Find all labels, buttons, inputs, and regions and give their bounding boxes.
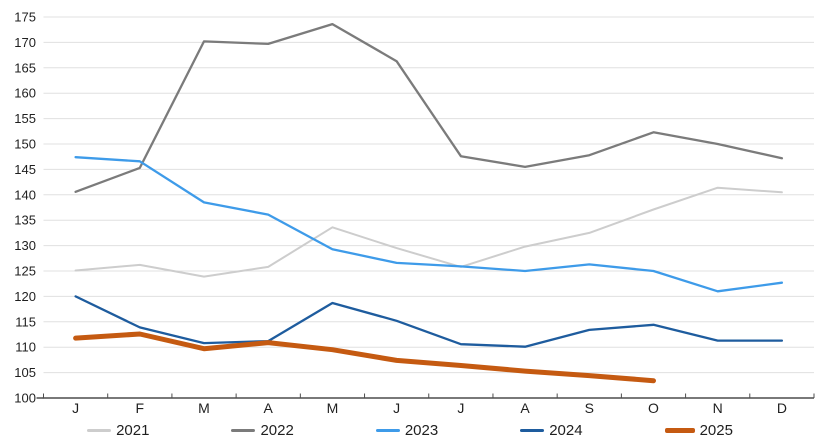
legend-label-2024: 2024 [549,422,583,439]
y-axis-tick-label: 165 [14,60,36,75]
legend-label-2023: 2023 [404,422,439,439]
y-axis-tick-label: 130 [14,238,36,253]
legend-item-2024: 2024 [520,422,583,439]
x-axis-tick-label: N [713,400,723,414]
legend-swatch-2023 [375,429,400,432]
series-line-2025 [73,331,656,384]
x-axis-tick-label: S [585,400,594,414]
y-axis-tick-label: 175 [14,10,36,25]
x-axis-tick-label: J [72,400,79,414]
y-axis-tick-label: 115 [15,314,36,329]
x-axis-tick-label: J [393,400,400,414]
y-axis-tick-label: 100 [14,391,36,406]
x-axis-tick-label: O [648,400,659,414]
x-axis-tick-label: F [136,400,145,414]
y-axis-tick-label: 120 [14,289,36,304]
legend-item-2023: 2023 [375,422,439,439]
y-axis-tick-label: 135 [14,213,36,228]
y-axis-tick-label: 150 [14,137,36,152]
series-line-2021 [74,186,783,278]
chart-canvas: 100 105 110 115 120 125 130 135 140 145 150 155 160 1… [14,10,815,416]
y-axis-tick-label: 160 [14,86,36,101]
legend-swatch-2025 [664,428,695,433]
legend-swatch-2021 [87,429,112,432]
legend-label-2022: 2022 [260,422,294,439]
x-axis-tick-label: J [457,400,464,414]
legend-label-2021: 2021 [116,422,150,439]
legend-swatch-2022 [231,429,256,432]
legend-swatch-2024 [520,429,545,432]
y-axis-tick-label: 145 [14,162,36,177]
chart-legend: 2021 2022 2023 2024 2025 [0,414,820,447]
legend-item-2021: 2021 [87,423,149,438]
x-axis-tick-label: D [777,400,787,414]
legend-label-2025: 2025 [699,422,733,439]
series-line-2023 [74,156,784,293]
y-axis-tick-label: 125 [14,264,36,279]
x-axis-tick-label: M [327,400,339,414]
x-axis-tick-label: A [264,400,274,414]
line-chart: 100 105 110 115 120 125 130 135 140 145 150 155 160 1… [14,10,815,416]
series-line-2022 [74,22,784,193]
y-axis-tick-label: 170 [14,35,36,50]
series-line-2024 [74,295,784,348]
y-axis-tick-label: 110 [15,340,36,355]
y-axis-tick-label: 105 [14,365,36,380]
x-axis-tick-label: A [520,400,530,414]
legend-item-2025: 2025 [664,422,733,439]
y-axis-tick-label: 155 [14,111,36,126]
y-axis-tick-label: 140 [14,187,36,202]
x-axis-tick-label: M [198,400,210,414]
legend-item-2022: 2022 [231,422,294,439]
